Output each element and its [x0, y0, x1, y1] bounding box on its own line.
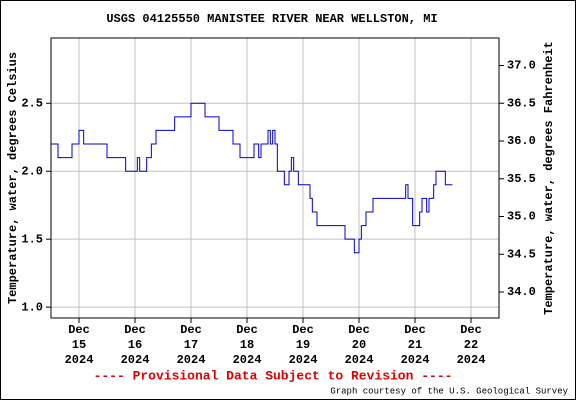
x-tick-label: Dec 16 2024 [121, 323, 150, 367]
x-tick-label: Dec 20 2024 [345, 323, 374, 367]
y2-tick-label: 36.5 [507, 96, 536, 110]
chart-title: USGS 04125550 MANISTEE RIVER NEAR WELLST… [106, 12, 437, 26]
y2-tick-label: 35.0 [507, 210, 536, 224]
y-tick-label: 2.0 [21, 164, 43, 178]
y2-tick-label: 34.0 [507, 285, 536, 299]
y2-axis-label: Temperature, water, degrees Fahrenheit [542, 41, 556, 315]
x-tick-label: Dec 17 2024 [177, 323, 206, 367]
y-tick-label: 1.5 [21, 232, 43, 246]
x-tick-label: Dec 19 2024 [289, 323, 318, 367]
y2-tick-label: 34.5 [507, 247, 536, 261]
provisional-note: ---- Provisional Data Subject to Revisio… [94, 368, 453, 383]
y-axis-label: Temperature, water, degrees Celsius [6, 52, 20, 304]
y2-tick-label: 37.0 [507, 59, 536, 73]
x-tick-label: Dec 21 2024 [401, 323, 430, 367]
y-tick-label: 1.0 [21, 300, 43, 314]
y2-tick-label: 35.5 [507, 172, 536, 186]
data-line [51, 102, 453, 254]
x-tick-label: Dec 15 2024 [65, 323, 94, 367]
plot-border [50, 37, 500, 319]
x-tick-label: Dec 22 2024 [457, 323, 486, 367]
y-tick-label: 2.5 [21, 96, 43, 110]
x-tick-label: Dec 18 2024 [233, 323, 262, 367]
credit: Graph courtesy of the U.S. Geological Su… [330, 386, 568, 396]
y2-tick-label: 36.0 [507, 134, 536, 148]
